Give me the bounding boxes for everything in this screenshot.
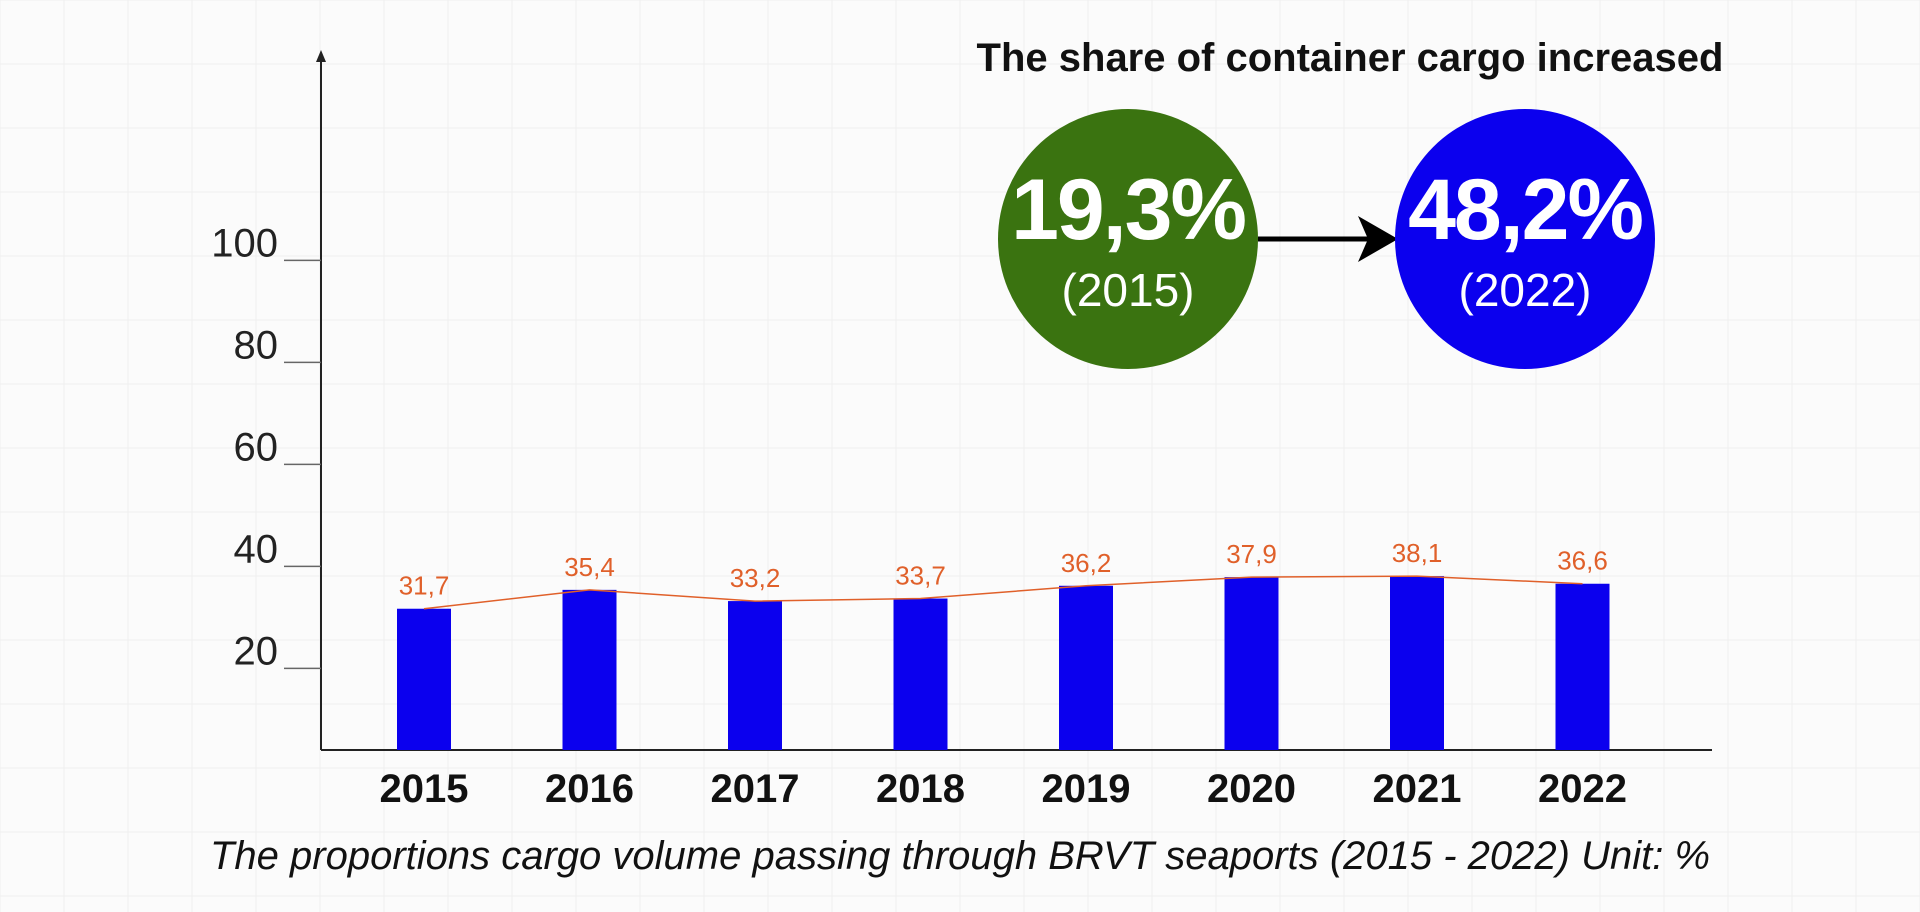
trend-line <box>423 575 1583 610</box>
bar <box>893 598 948 750</box>
x-tick-label: 2021 <box>1373 767 1462 811</box>
x-tick-label: 2020 <box>1207 767 1296 811</box>
y-tick-label: 40 <box>234 527 279 571</box>
share-2022-circle: 48,2% (2022) <box>1395 109 1655 369</box>
data-label: 33,2 <box>730 563 781 593</box>
y-axis-arrow-icon <box>316 50 326 62</box>
share-2015-circle: 19,3% (2015) <box>998 109 1258 369</box>
data-label: 36,6 <box>1557 546 1608 576</box>
x-tick-label: 2015 <box>380 767 469 811</box>
x-tick-label: 2018 <box>876 767 965 811</box>
share-2015-year: (2015) <box>1061 264 1195 316</box>
data-label: 38,1 <box>1392 538 1443 568</box>
data-label: 33,7 <box>895 561 946 591</box>
y-tick-label: 100 <box>211 221 278 265</box>
bar <box>1224 577 1279 750</box>
headline: The share of container cargo increased <box>976 36 1724 80</box>
share-2015-value: 19,3% <box>1011 162 1247 258</box>
x-tick-label: 2022 <box>1538 767 1627 811</box>
share-2022-value: 48,2% <box>1408 162 1644 258</box>
chart-caption: The proportions cargo volume passing thr… <box>209 834 1711 878</box>
share-2022-year: (2022) <box>1458 264 1592 316</box>
bar <box>1555 583 1610 750</box>
bar <box>1059 585 1113 750</box>
x-tick-label: 2016 <box>545 767 634 811</box>
data-label: 36,2 <box>1061 548 1112 578</box>
y-tick-label: 80 <box>234 323 279 367</box>
data-label: 31,7 <box>399 571 450 601</box>
bar <box>562 589 617 750</box>
data-label: 35,4 <box>564 552 615 582</box>
data-label: 37,9 <box>1226 539 1277 569</box>
x-tick-label: 2017 <box>711 767 800 811</box>
y-tick-label: 20 <box>234 629 279 673</box>
x-tick-label: 2019 <box>1042 767 1131 811</box>
bar <box>397 608 451 750</box>
bar <box>728 601 782 750</box>
y-tick-label: 60 <box>234 425 279 469</box>
arrow-right-icon <box>1258 216 1398 262</box>
bar <box>1390 576 1444 750</box>
